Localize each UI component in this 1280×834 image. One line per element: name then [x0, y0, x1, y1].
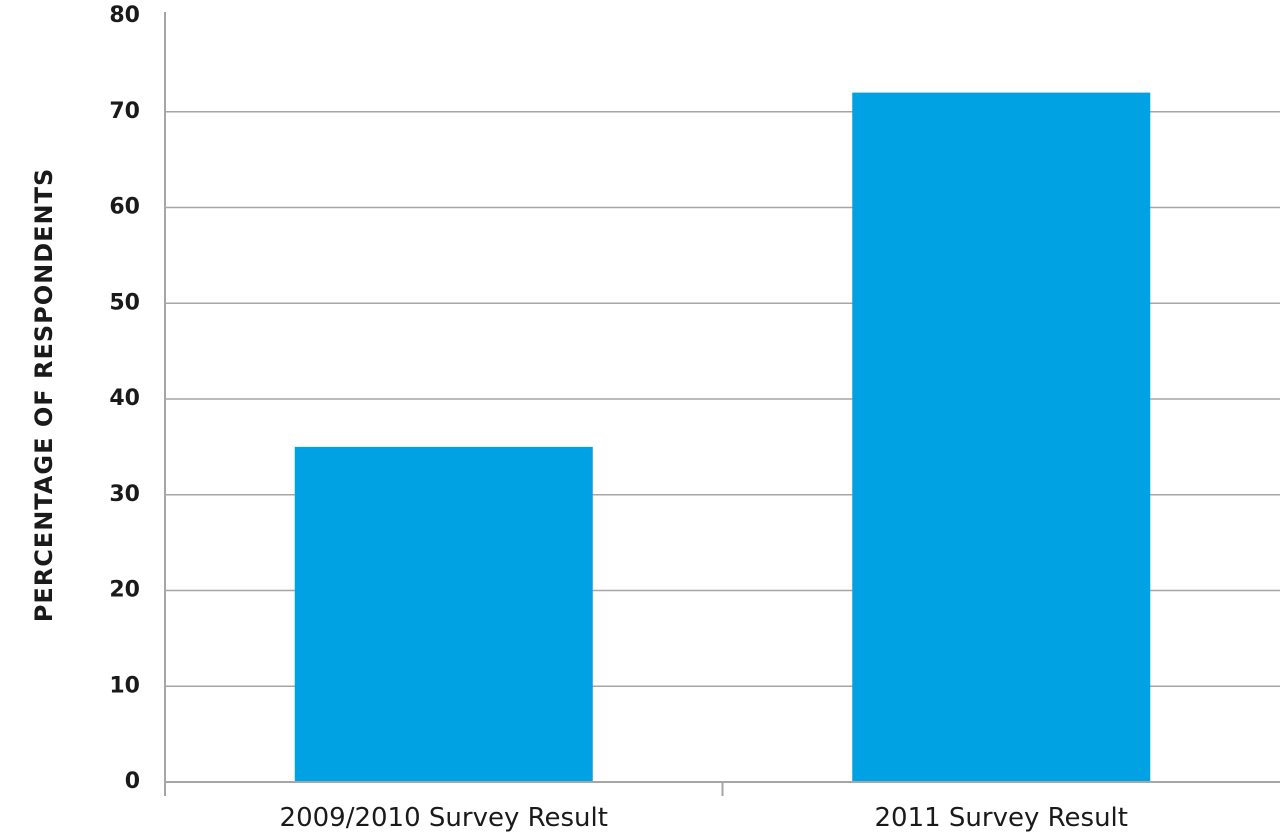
y-tick-label: 70	[109, 99, 140, 124]
bar	[294, 446, 593, 782]
x-tick-labels: 2009/2010 Survey Result 2011 Survey Resul…	[280, 782, 1128, 833]
y-tick-labels: 0 10 20 30 40 50 60 70 80	[109, 3, 140, 794]
y-tick-label: 0	[125, 769, 140, 794]
y-tick-label: 10	[109, 673, 140, 698]
bars	[294, 92, 1151, 783]
y-axis-title: PERCENTAGE OF RESPONDENTS	[30, 168, 58, 623]
bar	[852, 92, 1151, 783]
y-tick-label: 60	[109, 195, 140, 220]
y-tick-label: 80	[109, 3, 140, 28]
x-tick-label: 2009/2010 Survey Result	[280, 803, 608, 833]
y-tick-label: 20	[109, 578, 140, 603]
y-tick-label: 30	[109, 482, 140, 507]
y-tick-label: 50	[109, 290, 140, 315]
x-tick-label: 2011 Survey Result	[875, 803, 1128, 833]
y-tick-label: 40	[109, 386, 140, 411]
